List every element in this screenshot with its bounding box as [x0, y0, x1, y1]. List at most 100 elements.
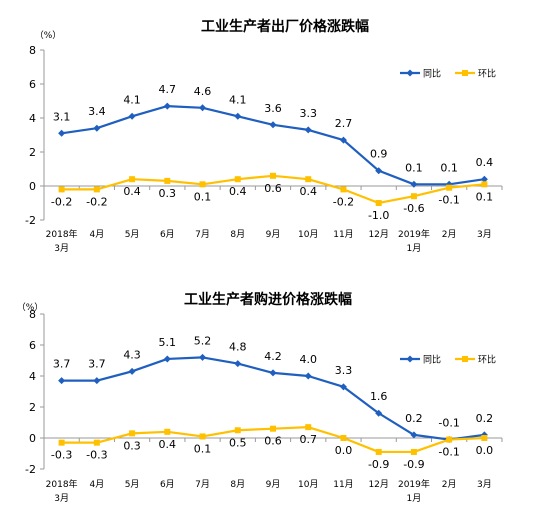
y-tick-label: 4 — [29, 370, 36, 383]
x-tick-label: 3月 — [477, 229, 492, 240]
data-label-mom: 0.1 — [194, 442, 212, 455]
y-tick-label: 8 — [29, 308, 36, 321]
chart-title: 工业生产者出厂价格涨跌幅 — [201, 18, 369, 35]
data-label-yoy: 3.7 — [53, 358, 71, 371]
data-point-yoy — [375, 409, 383, 417]
x-tick-label: 5月 — [125, 479, 140, 490]
legend-marker-mom — [462, 70, 468, 76]
x-tick-label: 4月 — [89, 229, 104, 240]
data-point-mom — [93, 186, 100, 193]
x-tick-label: 2月 — [442, 479, 457, 490]
data-point-mom — [410, 193, 417, 200]
chart-title: 工业生产者购进价格涨跌幅 — [184, 291, 352, 308]
data-label-yoy: 4.6 — [194, 85, 212, 98]
data-label-yoy: 0.9 — [370, 148, 388, 161]
data-label-yoy: 4.2 — [264, 350, 282, 363]
unit-label: （%） — [35, 30, 62, 41]
data-point-yoy — [58, 129, 66, 137]
data-label-mom: 0.1 — [194, 190, 212, 203]
data-point-mom — [58, 186, 65, 193]
data-point-mom — [129, 430, 136, 437]
data-label-mom: 0.1 — [476, 190, 494, 203]
data-label-yoy: 4.7 — [159, 83, 177, 96]
data-label-mom: -0.9 — [368, 458, 389, 471]
x-tick-label: 3月 — [54, 493, 69, 504]
data-point-mom — [93, 439, 100, 446]
data-point-mom — [340, 435, 347, 441]
y-tick-label: 0 — [29, 432, 36, 445]
data-point-yoy — [410, 180, 418, 188]
x-tick-label: 8月 — [230, 479, 245, 490]
x-tick-label: 7月 — [195, 479, 210, 490]
data-point-mom — [375, 448, 382, 455]
x-tick-label: 9月 — [266, 229, 281, 240]
y-tick-label: 0 — [29, 180, 36, 193]
data-point-mom — [129, 176, 136, 183]
data-label-yoy: -0.1 — [438, 417, 459, 430]
data-label-mom: 0.6 — [264, 435, 282, 448]
y-tick-label: -2 — [25, 463, 36, 476]
x-tick-label: 5月 — [125, 229, 140, 240]
data-point-yoy — [163, 102, 171, 110]
data-point-mom — [164, 177, 171, 184]
data-point-yoy — [128, 112, 136, 120]
data-label-yoy: 4.1 — [229, 93, 247, 106]
x-tick-label: 11月 — [333, 229, 353, 240]
data-label-yoy: 0.4 — [476, 156, 494, 169]
legend-marker-yoy — [406, 69, 414, 77]
data-label-yoy: 3.1 — [53, 110, 71, 123]
data-label-mom: 0.0 — [335, 444, 353, 457]
legend-label-yoy: 同比 — [423, 354, 441, 366]
data-point-yoy — [304, 372, 312, 380]
x-tick-label: 12月 — [368, 479, 388, 490]
data-label-mom: -0.1 — [438, 446, 459, 459]
data-point-mom — [446, 184, 453, 191]
x-tick-label: 1月 — [407, 493, 422, 504]
x-tick-label: 3月 — [54, 243, 69, 254]
legend-label-mom: 环比 — [478, 354, 496, 366]
data-label-yoy: 5.1 — [159, 336, 177, 349]
data-label-mom: 0.0 — [476, 444, 494, 457]
x-tick-label: 4月 — [89, 479, 104, 490]
x-tick-label: 2019年 — [398, 478, 430, 490]
data-label-yoy: 4.1 — [123, 93, 141, 106]
x-tick-label: 6月 — [160, 479, 175, 490]
x-tick-label: 11月 — [333, 479, 353, 490]
data-label-yoy: 0.2 — [476, 412, 494, 425]
data-label-yoy: 0.1 — [440, 161, 458, 174]
data-label-mom: 0.7 — [299, 433, 317, 446]
data-point-yoy — [128, 367, 136, 375]
data-point-mom — [58, 439, 65, 446]
data-label-yoy: 3.7 — [88, 358, 106, 371]
data-point-yoy — [269, 121, 277, 129]
data-point-mom — [270, 172, 276, 179]
data-label-mom: 0.3 — [123, 439, 141, 452]
data-label-yoy: 0.1 — [405, 161, 423, 174]
data-point-mom — [446, 436, 453, 443]
data-point-yoy — [410, 431, 418, 439]
legend-label-mom: 环比 — [478, 68, 496, 80]
data-point-yoy — [199, 353, 207, 361]
x-tick-label: 6月 — [160, 229, 175, 240]
data-label-yoy: 3.3 — [335, 364, 353, 377]
data-point-mom — [305, 176, 312, 183]
data-label-yoy: 2.7 — [335, 117, 353, 130]
x-tick-label: 2019年 — [398, 228, 430, 240]
data-label-yoy: 1.6 — [370, 390, 388, 403]
x-tick-label: 2月 — [442, 229, 457, 240]
data-point-yoy — [93, 124, 101, 132]
data-label-yoy: 3.3 — [299, 107, 317, 120]
x-tick-label: 3月 — [477, 479, 492, 490]
data-point-mom — [410, 448, 417, 455]
data-label-yoy: 4.3 — [123, 348, 141, 361]
data-point-yoy — [339, 136, 347, 144]
data-label-mom: -0.6 — [403, 202, 424, 215]
data-label-mom: -0.3 — [86, 449, 107, 462]
data-point-mom — [481, 435, 488, 441]
data-point-mom — [164, 428, 171, 435]
legend-label-yoy: 同比 — [423, 68, 441, 80]
data-point-yoy — [58, 377, 66, 385]
unit-label: （%） — [17, 302, 44, 313]
data-label-mom: -0.9 — [403, 458, 424, 471]
y-tick-label: 6 — [29, 78, 36, 91]
